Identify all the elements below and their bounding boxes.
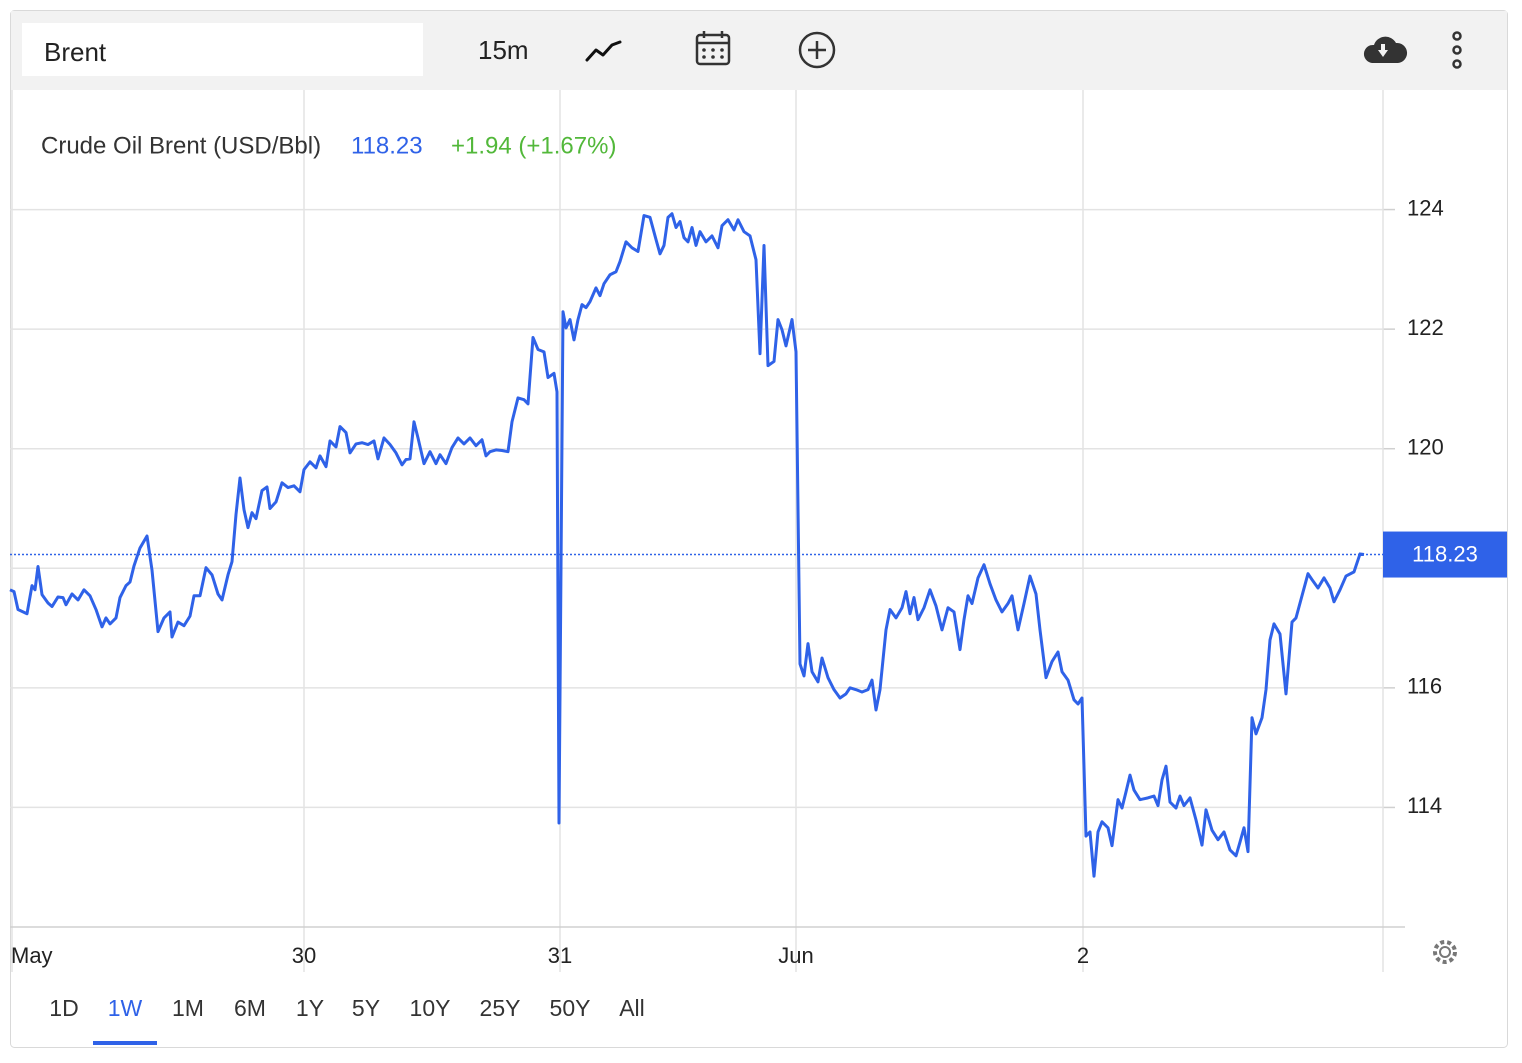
chart-type-icon[interactable] — [585, 40, 622, 62]
x-tick-label: May — [11, 943, 53, 968]
range-button[interactable]: 25Y — [480, 995, 521, 1021]
y-tick-label: 114 — [1407, 793, 1442, 818]
icon-cloud — [1363, 36, 1408, 63]
y-tick-label: 122 — [1407, 315, 1444, 340]
range-button[interactable]: 1W — [108, 995, 143, 1021]
icon-frame — [695, 33, 731, 66]
y-tick-label: 124 — [1407, 195, 1444, 220]
icon-circle — [798, 31, 836, 69]
settings-icon[interactable] — [1433, 940, 1457, 964]
interval-button[interactable]: 15m — [478, 35, 529, 65]
price-change: +1.94 (+1.67%) — [451, 132, 616, 159]
download-icon[interactable] — [1363, 36, 1408, 63]
last-price-badge-label: 118.23 — [1412, 541, 1478, 566]
x-tick-label: 2 — [1077, 943, 1089, 968]
y-tick-label: 120 — [1407, 435, 1444, 460]
symbol-input[interactable] — [22, 23, 423, 76]
range-button[interactable]: 1D — [49, 995, 78, 1021]
price-line — [9, 212, 1365, 878]
y-tick-label: 116 — [1407, 674, 1442, 699]
x-tick-label: 31 — [548, 943, 572, 968]
range-button[interactable]: 1M — [172, 995, 204, 1021]
icon-line — [585, 40, 622, 62]
x-tick-label: 30 — [292, 943, 316, 968]
icon-dots — [702, 48, 724, 59]
range-selector: 1D 1W 1M 6M 1Y 5Y 10Y 25Y 50Y All — [49, 995, 645, 1045]
symbol-text: Brent — [44, 37, 107, 67]
range-active-underline — [93, 1041, 157, 1045]
last-price: 118.23 — [351, 132, 423, 159]
icon-teeth — [1433, 940, 1457, 964]
plot — [9, 212, 1383, 878]
x-tick-label: Jun — [778, 943, 813, 968]
last-price-badge — [1383, 531, 1507, 578]
range-button[interactable]: 1Y — [296, 995, 324, 1021]
range-button[interactable]: 50Y — [550, 995, 591, 1021]
range-button[interactable]: 6M — [234, 995, 266, 1021]
compare-icon[interactable] — [798, 31, 836, 69]
range-button[interactable]: 10Y — [410, 995, 451, 1021]
menu-icon[interactable] — [1452, 31, 1462, 69]
range-button[interactable]: All — [619, 995, 645, 1021]
calendar-icon[interactable] — [695, 31, 731, 66]
range-button[interactable]: 5Y — [352, 995, 380, 1021]
icon-arrow — [1378, 44, 1388, 57]
icon-hub — [1439, 946, 1451, 958]
chart-title: Crude Oil Brent (USD/Bbl) — [41, 132, 321, 159]
